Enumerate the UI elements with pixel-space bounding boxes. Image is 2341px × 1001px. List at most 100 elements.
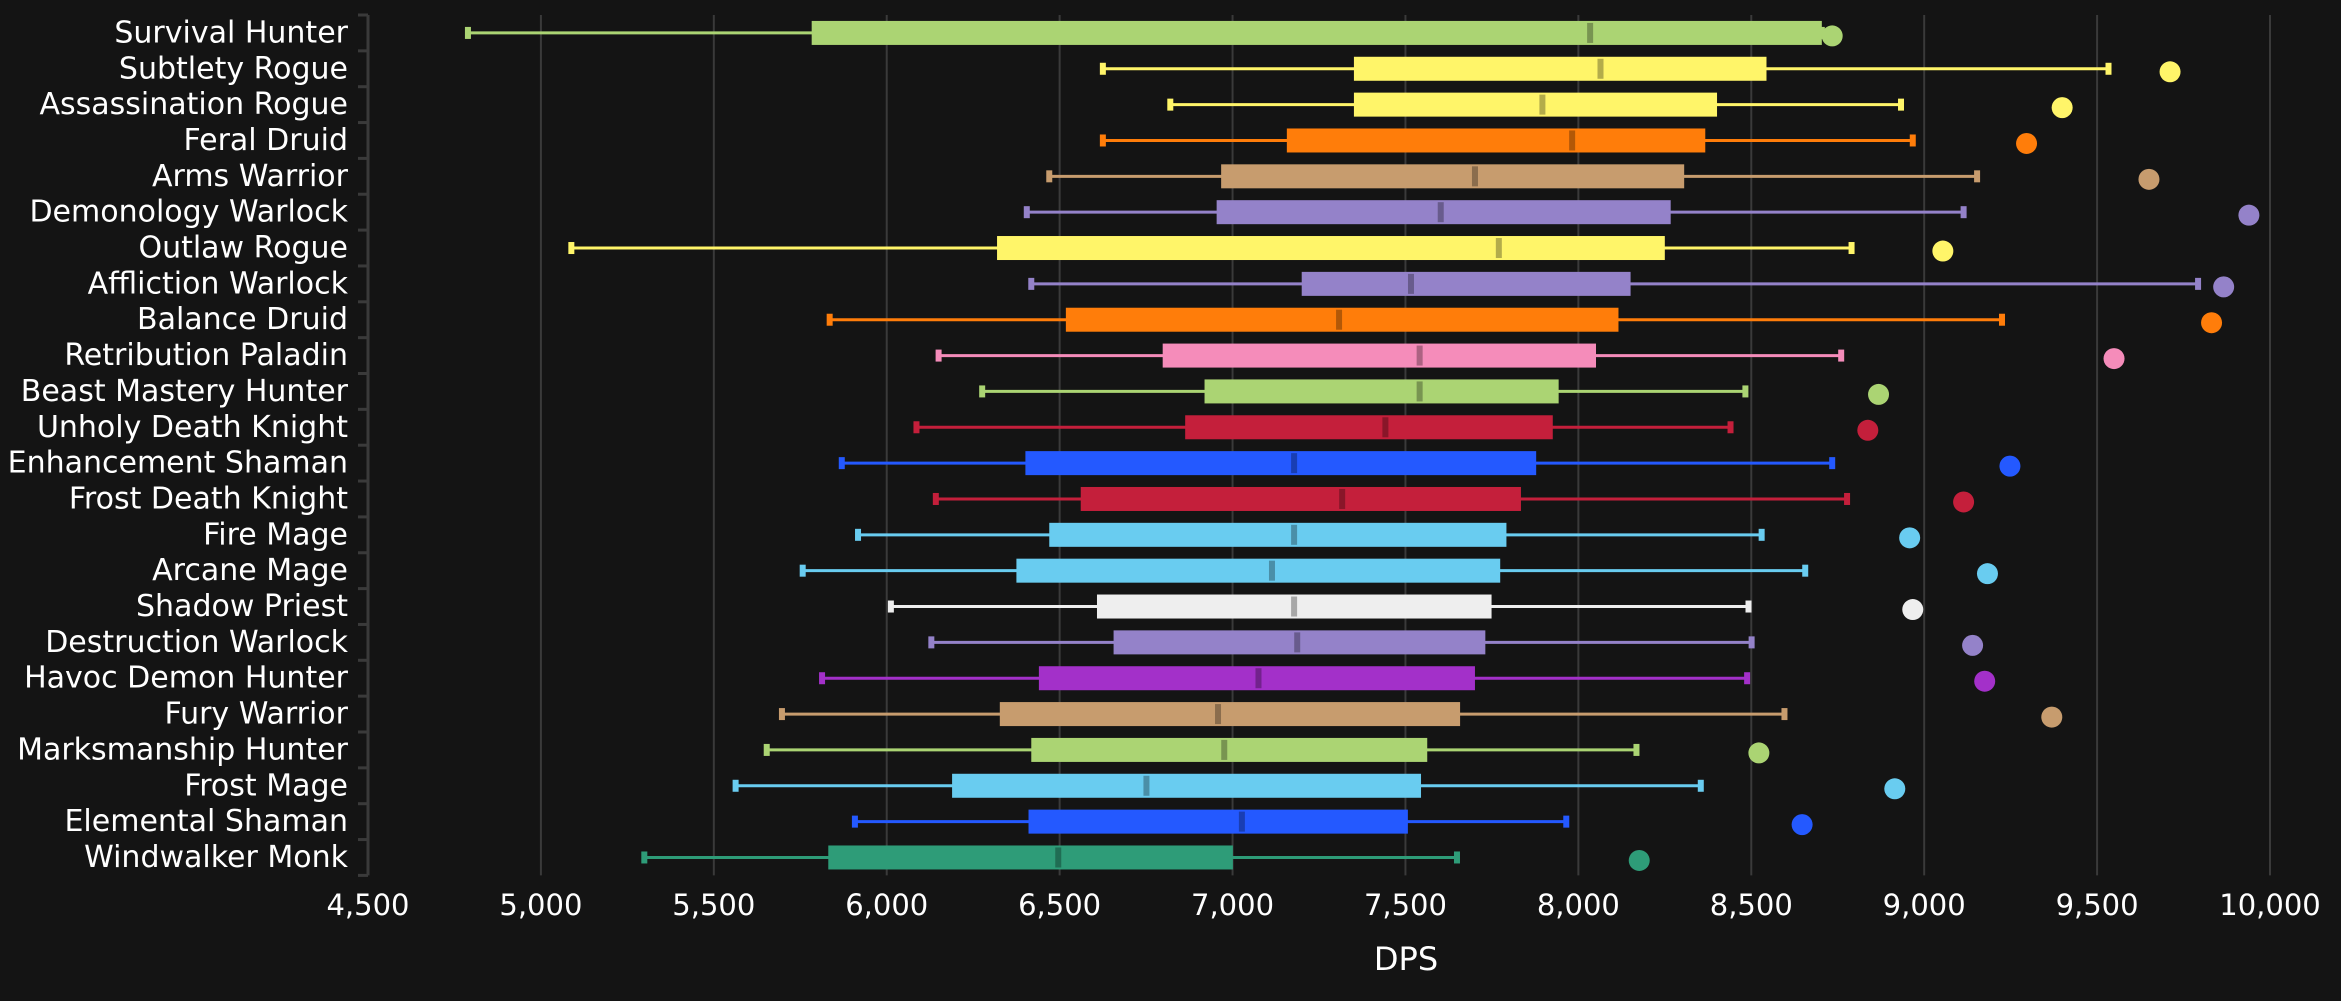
whisker-cap-high	[1802, 564, 1809, 577]
whisker-cap-low	[826, 313, 833, 326]
whisker-cap-high	[2195, 277, 2202, 290]
x-tick-label: 6,500	[1018, 888, 1101, 922]
box-subtlety-rogue	[1099, 56, 2181, 83]
category-label: Outlaw Rogue	[138, 231, 348, 266]
box-windwalker-monk	[641, 845, 1650, 871]
median-mark	[1294, 632, 1301, 653]
iqr-box	[1049, 522, 1507, 547]
iqr-box	[1286, 128, 1706, 153]
box-survival-hunter	[464, 20, 1843, 47]
whisker-cap-high	[1633, 743, 1640, 756]
category-label: Fire Mage	[203, 517, 348, 552]
whisker-cap-low	[928, 636, 935, 649]
median-mark	[1339, 488, 1346, 509]
outlier-point	[2159, 61, 2181, 83]
whisker-cap-low	[1099, 134, 1106, 147]
x-tick-label: 8,000	[1537, 888, 1620, 922]
box-retribution-paladin	[935, 343, 2125, 370]
box-assassination-rogue	[1167, 92, 2073, 119]
box-arms-warrior	[1046, 164, 2160, 190]
x-axis-title: DPS	[1374, 940, 1438, 978]
iqr-box	[1185, 415, 1553, 440]
box-feral-druid	[1099, 128, 2038, 154]
outlier-point	[2051, 97, 2073, 119]
x-axis-ticks: 4,500 5,000 5,500 6,000 6,500 7,000 7,500 8,000…	[326, 888, 2320, 922]
category-label: Shadow Priest	[136, 589, 348, 624]
box-marksmanship-hunter	[763, 737, 1770, 764]
iqr-box	[1065, 307, 1619, 332]
iqr-box	[811, 20, 1822, 45]
median-mark	[1587, 22, 1594, 43]
iqr-box	[1031, 737, 1428, 762]
box-arcane-mage	[799, 558, 1998, 585]
whisker-cap-low	[838, 457, 845, 470]
whisker-cap-low	[819, 672, 826, 685]
box-unholy-death-knight	[913, 415, 1879, 441]
whisker-cap-low	[913, 421, 920, 434]
whisker-cap-low	[887, 600, 894, 613]
iqr-box	[1204, 379, 1559, 404]
whisker-cap-low	[932, 492, 939, 505]
outlier-point	[1976, 563, 1998, 585]
category-label: Survival Hunter	[114, 15, 348, 50]
y-axis	[358, 13, 370, 877]
outlier-point	[2138, 168, 2160, 190]
median-mark	[1055, 847, 1062, 868]
outlier-point	[1962, 634, 1984, 656]
outlier-point	[1953, 491, 1975, 513]
median-mark	[1416, 381, 1423, 402]
median-mark	[1291, 524, 1298, 545]
category-label: Fury Warrior	[164, 697, 348, 732]
whisker-cap-low	[763, 743, 770, 756]
category-label: Demonology Warlock	[29, 195, 348, 230]
outlier-point	[1932, 240, 1954, 262]
whisker-cap-low	[1167, 98, 1174, 111]
box-shadow-priest	[887, 594, 1924, 621]
whisker-cap-low	[568, 242, 575, 255]
x-tick-label: 10,000	[2219, 888, 2320, 922]
median-mark	[1143, 775, 1150, 796]
whisker-cap-high	[1898, 98, 1905, 111]
category-label: Windwalker Monk	[84, 840, 349, 875]
outlier-point	[1884, 778, 1906, 800]
category-label: Subtlety Rogue	[119, 51, 348, 86]
x-tick-label: 9,000	[1883, 888, 1966, 922]
x-tick-label: 7,500	[1364, 888, 1447, 922]
box-elemental-shaman	[851, 809, 1813, 836]
whisker-cap-low	[799, 564, 806, 577]
whisker-cap-high	[1727, 421, 1734, 434]
whisker-cap-low	[464, 26, 471, 39]
box-enhancement-shaman	[838, 451, 2021, 477]
x-tick-label: 9,500	[2056, 888, 2139, 922]
box-balance-druid	[826, 307, 2223, 334]
median-mark	[1437, 202, 1444, 223]
box-fire-mage	[855, 522, 1921, 549]
whisker-cap-low	[641, 851, 648, 864]
median-mark	[1569, 130, 1576, 151]
iqr-box	[1028, 809, 1408, 834]
whisker-cap-high	[1748, 636, 1755, 649]
iqr-box	[1301, 271, 1631, 296]
outlier-point	[2016, 132, 2038, 154]
category-label: Affliction Warlock	[88, 266, 349, 301]
box-havoc-demon-hunter	[819, 666, 1996, 692]
iqr-box	[1221, 164, 1685, 189]
whisker-cap-high	[2105, 62, 2112, 75]
whisker-cap-high	[1697, 779, 1704, 792]
category-label: Assassination Rogue	[39, 87, 348, 122]
category-label: Arcane Mage	[152, 553, 348, 588]
box-frost-mage	[732, 773, 1906, 800]
category-label: Marksmanship Hunter	[17, 732, 349, 767]
iqr-box	[1162, 343, 1597, 368]
category-label: Enhancement Shaman	[8, 446, 348, 481]
iqr-box	[952, 773, 1422, 798]
outlier-point	[2213, 276, 2235, 298]
whisker-cap-high	[1744, 672, 1751, 685]
whisker-cap-low	[778, 708, 785, 721]
category-label: Frost Death Knight	[69, 481, 348, 516]
median-mark	[1407, 273, 1414, 294]
whisker-cap-high	[1998, 313, 2005, 326]
iqr-box	[1025, 451, 1537, 476]
boxes	[464, 20, 2260, 871]
